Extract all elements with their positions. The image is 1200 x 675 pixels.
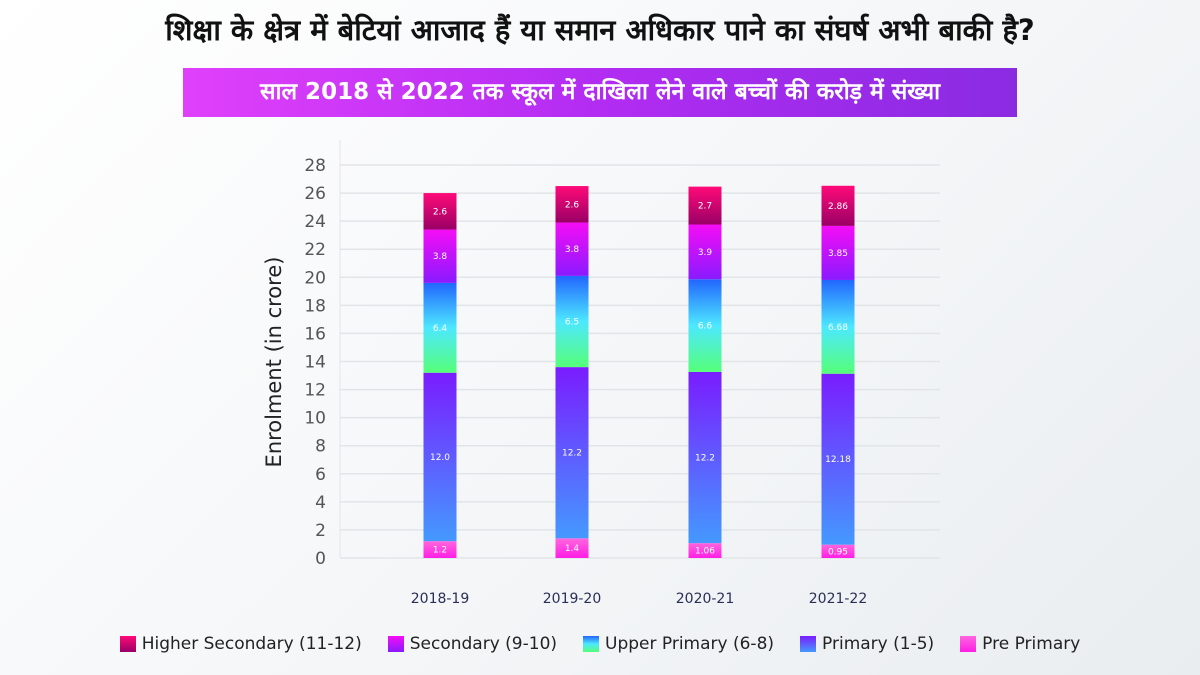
bar-segment [821, 185, 855, 226]
data-label: 1.2 [433, 546, 447, 556]
bar-segment [555, 186, 589, 223]
y-tick-label: 18 [304, 296, 326, 316]
bar-segment [688, 224, 722, 280]
data-label: 3.8 [433, 252, 448, 262]
data-label: 1.06 [695, 547, 715, 557]
data-label: 2.7 [698, 202, 712, 212]
y-tick-label: 20 [304, 268, 326, 288]
data-label: 1.4 [565, 544, 580, 554]
data-label: 12.18 [825, 455, 851, 465]
legend-swatch [387, 636, 404, 652]
data-label: 6.4 [433, 324, 448, 334]
headline: शिक्षा के क्षेत्र में बेटियां आजाद हैं य… [165, 13, 1035, 47]
data-label: 6.6 [698, 322, 713, 332]
data-label: 12.2 [695, 454, 715, 464]
legend-item: Primary (1-5) [800, 634, 934, 654]
subtitle-banner: साल 2018 से 2022 तक स्कूल में दाखिला लेन… [183, 68, 1017, 117]
data-label: 6.5 [565, 317, 579, 327]
bar-segment [555, 367, 589, 539]
legend-label: Secondary (9-10) [409, 634, 558, 654]
y-tick-label: 28 [304, 156, 326, 176]
y-tick-label: 14 [304, 353, 326, 373]
bar-segment [555, 222, 589, 276]
x-tick-label: 2020-21 [676, 591, 735, 607]
y-tick-label: 6 [315, 465, 326, 485]
bar-segment [688, 543, 722, 558]
data-label: 3.85 [828, 249, 848, 259]
bar-segment [555, 538, 589, 558]
legend: Higher Secondary (11-12) Secondary (9-10)… [0, 634, 1200, 654]
y-axis-label: Enrolment (in crore) [262, 257, 286, 468]
y-tick-label: 8 [315, 437, 326, 457]
data-label: 2.6 [565, 200, 580, 210]
y-tick-label: 10 [304, 409, 326, 429]
y-tick-label: 26 [304, 184, 326, 204]
data-label: 3.9 [698, 248, 713, 258]
data-label: 6.68 [828, 323, 848, 333]
bar-segment [821, 279, 855, 374]
data-label: 0.95 [828, 547, 848, 557]
legend-swatch [800, 636, 817, 652]
bar-segment [688, 186, 722, 225]
data-label: 3.8 [565, 245, 580, 255]
bar-segment [688, 279, 722, 372]
bar-segment [821, 373, 855, 545]
legend-label: Primary (1-5) [822, 634, 935, 654]
bar-segment [555, 275, 589, 368]
data-label: 2.86 [828, 202, 848, 212]
data-label: 12.0 [430, 453, 450, 463]
x-tick-label: 2018-19 [411, 591, 470, 607]
y-tick-label: 0 [315, 549, 326, 569]
data-label: 2.6 [433, 207, 448, 217]
data-label: 12.2 [562, 449, 582, 459]
legend-swatch [960, 636, 977, 652]
y-tick-label: 24 [304, 212, 326, 232]
legend-item: Secondary (9-10) [387, 634, 558, 654]
legend-item: Higher Secondary (11-12) [119, 634, 362, 654]
bar-segment [821, 225, 855, 280]
y-tick-label: 2 [315, 521, 326, 541]
y-tick-label: 12 [304, 381, 326, 401]
legend-swatch [119, 636, 136, 652]
bar-segment [423, 282, 457, 373]
legend-swatch [583, 636, 600, 652]
bar-segment [423, 541, 457, 558]
bar-segment [688, 371, 722, 544]
bar-segment [423, 372, 457, 542]
y-tick-label: 16 [304, 324, 326, 344]
y-tick-label: 4 [315, 493, 326, 513]
legend-label: Pre Primary [982, 634, 1081, 654]
bar-segment [423, 229, 457, 283]
y-tick-label: 22 [304, 240, 326, 260]
bar-segment [423, 193, 457, 230]
x-tick-label: 2021-22 [809, 591, 868, 607]
legend-item: Upper Primary (6-8) [583, 634, 774, 654]
legend-label: Higher Secondary (11-12) [141, 634, 362, 654]
legend-label: Upper Primary (6-8) [605, 634, 775, 654]
x-tick-label: 2019-20 [543, 591, 602, 607]
bar-segment [821, 544, 855, 558]
legend-item: Pre Primary [960, 634, 1080, 654]
